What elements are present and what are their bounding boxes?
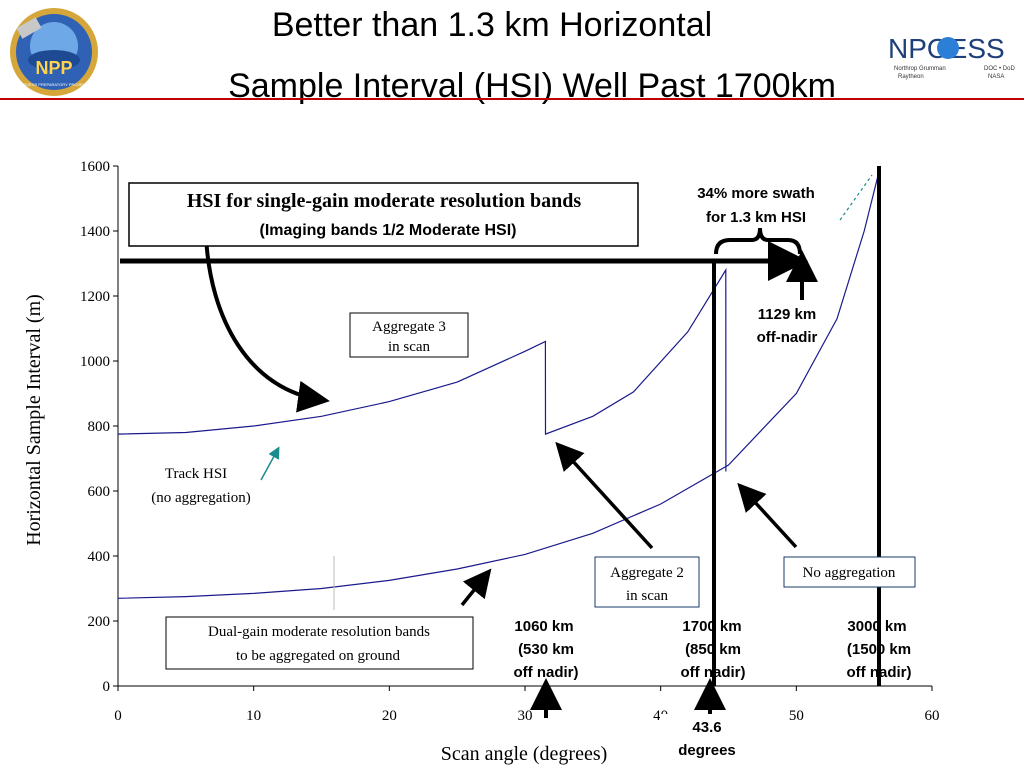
hsi-title-box: [128, 182, 639, 247]
aggregate3-line2: in scan: [388, 339, 431, 355]
y-tick-label: 1000: [80, 354, 110, 370]
page-title-line-1: Better than 1.3 km Horizontal: [271, 6, 713, 44]
npoess-logo: NPOESS Northrop Grumman Raytheon DOC • D…: [888, 33, 1015, 80]
x-tick-label: 30: [518, 708, 533, 724]
km3000-line3: off nadir): [847, 664, 912, 681]
x-tick-label: 50: [789, 708, 804, 724]
y-tick-label: 1400: [80, 224, 110, 240]
swath-dotted-pointer: [839, 174, 873, 221]
deg-line2: degrees: [678, 742, 736, 759]
km1060-line1: 1060 km: [514, 618, 573, 635]
swath-note-line1: 34% more swath: [697, 185, 815, 202]
swath-note-line2: for 1.3 km HSI: [706, 209, 806, 226]
dual-gain-box: [165, 616, 474, 670]
npoess-agencies-1: DOC • DoD: [984, 66, 1015, 72]
x-tick-label: 20: [382, 708, 397, 724]
no-aggregation-label: No aggregation: [803, 565, 896, 581]
track-hsi-line2: (no aggregation): [151, 490, 251, 506]
km1700-line1: 1700 km: [682, 618, 741, 635]
globe-icon: [937, 37, 959, 59]
deg-line1: 43.6: [692, 719, 721, 736]
y-ticks: 0 200 400 600 800 1000 1200 1400 1600: [80, 159, 118, 695]
series-track-hsi-line: [117, 165, 881, 599]
hsi-box-subtitle: (Imaging bands 1/2 Moderate HSI): [260, 222, 517, 239]
offnadir-1129-line1: 1129 km: [758, 306, 816, 323]
hsi-box-title: HSI for single-gain moderate resolution …: [187, 190, 582, 212]
no-aggregation-arrow: [737, 482, 798, 549]
degrees-label-backing: [660, 714, 762, 762]
y-tick-label: 600: [88, 484, 111, 500]
no-aggregation-box: [783, 556, 916, 588]
dual-gain-arrow: [460, 568, 492, 607]
x-axis-label: Scan angle (degrees): [441, 743, 608, 765]
km1060-line3: off nadir): [514, 664, 579, 681]
aggregate3-box: [349, 312, 469, 358]
y-tick-label: 400: [88, 549, 111, 565]
dual-gain-line1: Dual-gain moderate resolution bands: [208, 624, 430, 640]
aggregate2-box: [594, 556, 700, 608]
aggregate2-arrow: [555, 441, 654, 550]
km3000-line2: (1500 km: [847, 641, 911, 658]
hsi-box-curved-arrow: [204, 235, 330, 413]
npp-logo: NPP NPOESS PREPARATORY PROJECT: [10, 8, 98, 96]
series-single-gain-hsi-line: [117, 267, 727, 472]
y-tick-label: 1600: [80, 159, 110, 175]
x-tick-label: 60: [925, 708, 940, 724]
aggregate2-line1: Aggregate 2: [610, 565, 684, 581]
y-tick-label: 800: [88, 419, 111, 435]
npoess-partner-1: Northrop Grumman: [894, 66, 946, 72]
km1700-line2: (850 km: [685, 641, 741, 658]
km1700-line3: off nadir): [681, 664, 746, 681]
npoess-partner-2: Raytheon: [898, 74, 924, 80]
npp-logo-text: NPP: [35, 58, 72, 78]
y-tick-label: 1200: [80, 289, 110, 305]
y-tick-label: 0: [103, 679, 111, 695]
track-hsi-line1: Track HSI: [165, 466, 227, 482]
y-tick-label: 200: [88, 614, 111, 630]
track-hsi-arrow: [260, 446, 280, 481]
x-tick-label: 0: [114, 708, 122, 724]
y-axis-label: Horizontal Sample Interval (m): [23, 294, 45, 546]
x-tick-label: 10: [246, 708, 261, 724]
dual-gain-line2: to be aggregated on ground: [236, 648, 401, 664]
x-ticks: 0102030405060: [114, 686, 940, 724]
npp-logo-ring-text: NPOESS PREPARATORY PROJECT: [21, 82, 89, 87]
offnadir-1129-line2: off-nadir: [757, 329, 818, 346]
aggregate3-line1: Aggregate 3: [372, 319, 446, 335]
swath-brace: [714, 227, 802, 255]
km1060-line2: (530 km: [518, 641, 574, 658]
header-divider: [0, 98, 1024, 100]
km3000-line1: 3000 km: [847, 618, 906, 635]
npoess-agencies-2: NASA: [988, 74, 1004, 80]
aggregate2-line2: in scan: [626, 588, 669, 604]
